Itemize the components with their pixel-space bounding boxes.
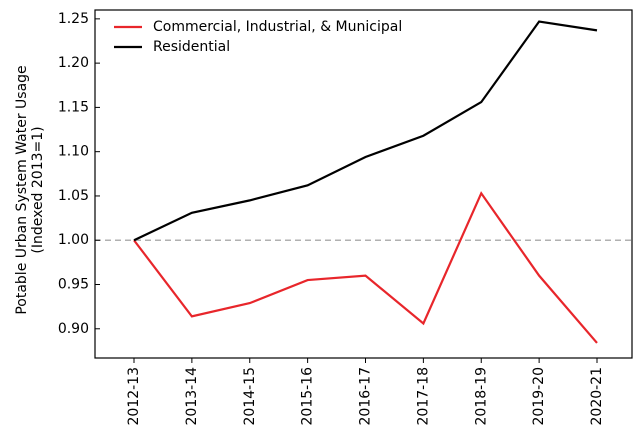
y-tick-label: 0.95 <box>58 277 89 293</box>
y-tick-label: 0.90 <box>58 321 89 337</box>
y-axis-title: Potable Urban System Water Usage (Indexe… <box>14 65 46 314</box>
x-tick-label: 2017-18 <box>415 367 431 426</box>
y-tick-label: 1.10 <box>58 144 89 160</box>
plot-frame <box>94 9 633 359</box>
x-tick-label: 2014-15 <box>242 367 258 426</box>
x-tick-label: 2015-16 <box>300 367 316 426</box>
legend-label: Residential <box>153 39 230 55</box>
series-line <box>133 20 598 242</box>
y-label-line: Potable Urban System Water Usage <box>14 65 30 314</box>
x-tick-label: 2019-20 <box>531 367 547 426</box>
y-tick-label: 1.20 <box>58 55 89 71</box>
y-tick-label: 1.05 <box>58 188 89 204</box>
x-tick-label: 2018-19 <box>473 367 489 426</box>
legend-label: Commercial, Industrial, & Municipal <box>153 19 402 35</box>
y-tick-label: 1.25 <box>58 11 89 27</box>
series-line <box>133 191 598 344</box>
y-tick-label: 1.15 <box>58 99 89 115</box>
x-tick-label: 2013-14 <box>184 367 200 426</box>
y-label-line: (Indexed 2013=1) <box>30 126 46 253</box>
y-tick-label: 1.00 <box>58 232 89 248</box>
x-tick-label: 2020-21 <box>589 367 605 426</box>
x-tick-label: 2012-13 <box>126 367 142 426</box>
x-tick-label: 2016-17 <box>358 367 374 426</box>
